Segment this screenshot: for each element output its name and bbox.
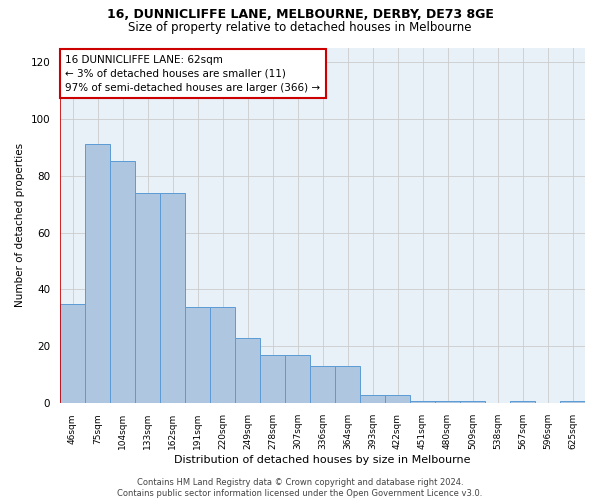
Bar: [560, 400, 585, 404]
Text: Contains HM Land Registry data © Crown copyright and database right 2024.
Contai: Contains HM Land Registry data © Crown c…: [118, 478, 482, 498]
Bar: [410, 400, 435, 404]
Bar: [285, 355, 310, 404]
Bar: [235, 338, 260, 404]
X-axis label: Distribution of detached houses by size in Melbourne: Distribution of detached houses by size …: [174, 455, 471, 465]
Bar: [460, 400, 485, 404]
Bar: [110, 162, 135, 404]
Bar: [260, 355, 285, 404]
Bar: [210, 306, 235, 404]
Bar: [135, 192, 160, 404]
Bar: [310, 366, 335, 404]
Bar: [385, 395, 410, 404]
Bar: [160, 192, 185, 404]
Text: 16 DUNNICLIFFE LANE: 62sqm
← 3% of detached houses are smaller (11)
97% of semi-: 16 DUNNICLIFFE LANE: 62sqm ← 3% of detac…: [65, 54, 320, 92]
Text: 16, DUNNICLIFFE LANE, MELBOURNE, DERBY, DE73 8GE: 16, DUNNICLIFFE LANE, MELBOURNE, DERBY, …: [107, 8, 493, 20]
Bar: [60, 304, 85, 404]
Bar: [435, 400, 460, 404]
Bar: [335, 366, 360, 404]
Y-axis label: Number of detached properties: Number of detached properties: [15, 144, 25, 308]
Bar: [185, 306, 210, 404]
Text: Size of property relative to detached houses in Melbourne: Size of property relative to detached ho…: [128, 21, 472, 34]
Bar: [360, 395, 385, 404]
Bar: [510, 400, 535, 404]
Bar: [85, 144, 110, 404]
